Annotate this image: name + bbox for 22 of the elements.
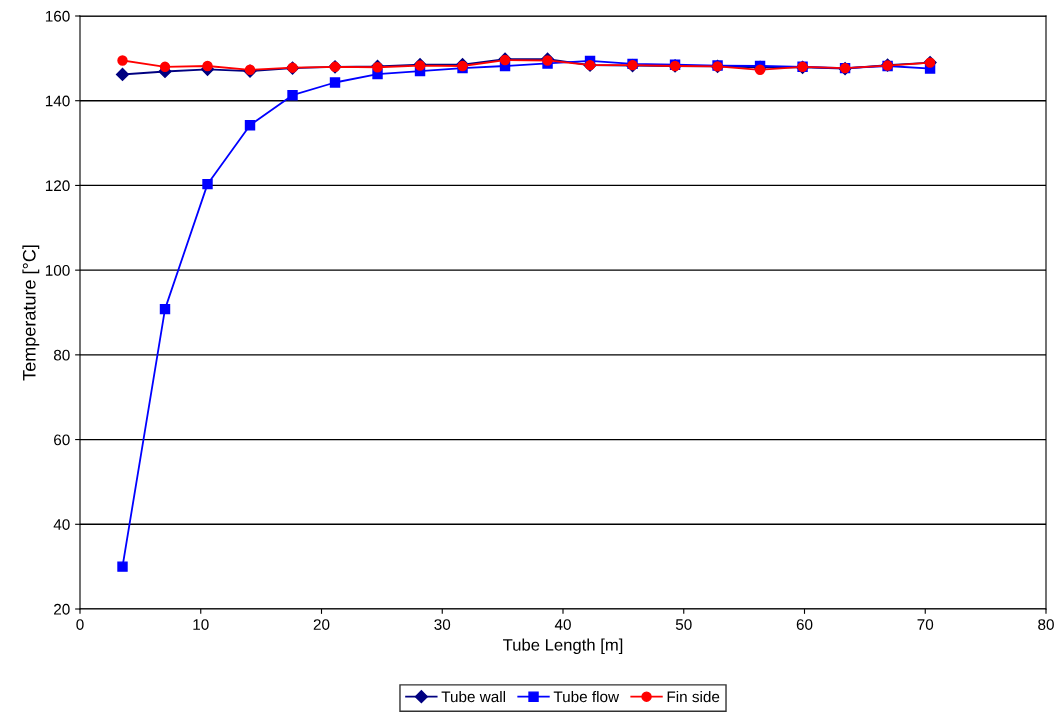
x-tick-label: 20 xyxy=(313,619,330,630)
x-tick-label: 60 xyxy=(796,619,813,630)
x-tick-label: 10 xyxy=(193,619,209,630)
x-tick-label: 0 xyxy=(76,619,84,630)
y-tick-label: 80 xyxy=(53,349,70,361)
y-tick-label: 40 xyxy=(53,519,70,530)
y-axis-title: Temperature [°C] xyxy=(22,245,40,381)
x-tick-label: 50 xyxy=(675,619,692,630)
y-tick-label: 20 xyxy=(54,603,70,615)
legend-label: Tube flow xyxy=(553,690,620,703)
y-tick-label: 120 xyxy=(45,180,70,192)
legend-label: Tube wall xyxy=(441,690,506,703)
x-tick-label: 80 xyxy=(1038,619,1054,630)
y-tick-label: 160 xyxy=(45,10,70,22)
y-tick-label: 140 xyxy=(45,95,70,107)
x-tick-label: 30 xyxy=(434,619,451,630)
y-tick-label: 60 xyxy=(54,434,70,446)
x-axis-title: Tube Length [m] xyxy=(503,638,623,655)
legend-label: Fin side xyxy=(667,690,720,703)
x-tick-label: 70 xyxy=(917,619,934,630)
y-tick-label: 100 xyxy=(45,265,70,276)
x-tick-label: 40 xyxy=(554,619,571,630)
